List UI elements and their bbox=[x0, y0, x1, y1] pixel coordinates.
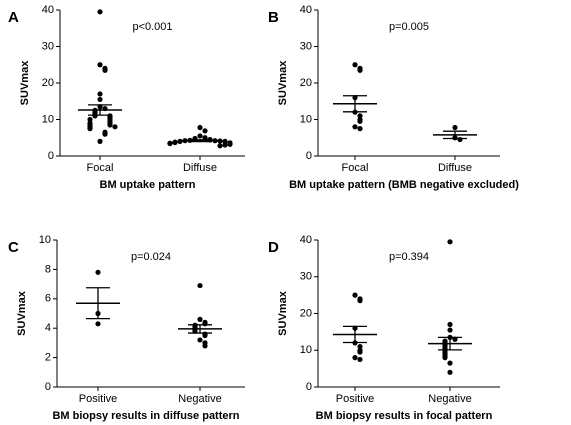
data-point bbox=[447, 360, 453, 366]
x-tick-label: Focal bbox=[87, 162, 114, 174]
y-axis-label: SUVmax bbox=[277, 60, 289, 106]
data-point bbox=[447, 239, 453, 245]
data-point bbox=[352, 292, 358, 298]
data-point bbox=[357, 118, 363, 124]
data-point bbox=[97, 138, 103, 144]
data-point bbox=[197, 337, 203, 343]
data-point bbox=[197, 282, 203, 289]
y-tick-label: 40 bbox=[300, 4, 312, 16]
data-point bbox=[357, 343, 363, 350]
y-tick-label: 8 bbox=[45, 263, 51, 275]
x-axis-label: BM biopsy results in focal pattern bbox=[316, 410, 493, 422]
y-tick-label: 4 bbox=[45, 322, 51, 334]
y-tick-label: 40 bbox=[42, 4, 54, 16]
y-tick-label: 0 bbox=[306, 381, 312, 393]
y-tick-label: 30 bbox=[300, 40, 312, 52]
y-tick-label: 0 bbox=[48, 150, 54, 162]
panel-label: B bbox=[268, 9, 279, 26]
x-axis-label: BM uptake pattern bbox=[100, 179, 196, 191]
data-point bbox=[112, 124, 118, 130]
y-tick-label: 10 bbox=[300, 113, 312, 125]
data-point bbox=[172, 139, 178, 146]
x-tick-label: Positive bbox=[79, 393, 118, 405]
data-point bbox=[202, 128, 208, 134]
data-point bbox=[202, 321, 208, 327]
y-tick-label: 30 bbox=[300, 271, 312, 283]
data-point bbox=[197, 124, 203, 131]
y-tick-label: 0 bbox=[45, 381, 51, 393]
data-point bbox=[447, 321, 453, 328]
data-point bbox=[447, 327, 453, 333]
data-point bbox=[95, 269, 101, 275]
x-tick-label: Negative bbox=[178, 393, 221, 405]
data-point bbox=[92, 113, 98, 119]
data-point bbox=[107, 122, 113, 128]
data-point bbox=[447, 369, 453, 375]
data-point bbox=[217, 143, 223, 149]
y-tick-label: 10 bbox=[42, 113, 54, 125]
x-tick-label: Diffuse bbox=[438, 162, 472, 174]
y-tick-label: 20 bbox=[42, 77, 54, 89]
y-tick-label: 2 bbox=[45, 352, 51, 364]
y-tick-label: 6 bbox=[45, 293, 51, 305]
data-point bbox=[202, 135, 208, 141]
data-point bbox=[357, 113, 363, 119]
data-point bbox=[97, 96, 103, 103]
y-tick-label: 0 bbox=[306, 150, 312, 162]
data-point bbox=[222, 142, 228, 148]
data-point bbox=[357, 356, 363, 363]
p-value: p=0.005 bbox=[389, 21, 429, 33]
y-tick-label: 20 bbox=[300, 77, 312, 89]
y-axis-label: SUVmax bbox=[277, 290, 289, 336]
data-point bbox=[452, 124, 458, 131]
data-point bbox=[95, 321, 101, 327]
data-point bbox=[167, 140, 173, 147]
data-point bbox=[352, 124, 358, 130]
data-point bbox=[97, 91, 103, 97]
data-point bbox=[97, 9, 103, 15]
data-point bbox=[202, 343, 208, 349]
x-tick-label: Negative bbox=[428, 393, 471, 405]
y-axis-label: SUVmax bbox=[16, 290, 28, 336]
data-point bbox=[442, 355, 448, 361]
data-point bbox=[227, 141, 233, 147]
data-point bbox=[457, 136, 463, 143]
x-axis-label: BM biopsy results in diffuse pattern bbox=[52, 410, 239, 422]
data-point bbox=[202, 332, 208, 339]
y-tick-label: 40 bbox=[300, 234, 312, 246]
data-point bbox=[197, 316, 203, 322]
x-tick-label: Positive bbox=[336, 393, 375, 405]
x-tick-label: Diffuse bbox=[183, 162, 217, 174]
y-axis-label: SUVmax bbox=[19, 60, 31, 106]
y-tick-label: 20 bbox=[300, 307, 312, 319]
p-value: p=0.024 bbox=[131, 251, 171, 263]
y-tick-label: 30 bbox=[42, 40, 54, 52]
data-point bbox=[102, 131, 108, 137]
data-point bbox=[352, 62, 358, 68]
p-value: p<0.001 bbox=[132, 21, 172, 33]
data-point bbox=[87, 126, 93, 132]
data-point bbox=[357, 67, 363, 73]
panel-label: D bbox=[268, 239, 279, 256]
p-value: p=0.394 bbox=[389, 251, 429, 263]
data-point bbox=[87, 116, 93, 123]
x-tick-label: Focal bbox=[342, 162, 369, 174]
data-point bbox=[357, 298, 363, 304]
y-tick-label: 10 bbox=[39, 234, 51, 246]
panel-label: C bbox=[8, 239, 19, 256]
data-point bbox=[357, 349, 363, 355]
data-point bbox=[97, 62, 103, 68]
x-axis-label: BM uptake pattern (BMB negative excluded… bbox=[289, 179, 519, 191]
data-point bbox=[352, 355, 358, 361]
data-point bbox=[102, 67, 108, 73]
panel-label: A bbox=[8, 9, 19, 26]
data-point bbox=[197, 133, 203, 139]
y-tick-label: 10 bbox=[300, 344, 312, 356]
data-point bbox=[357, 126, 363, 132]
